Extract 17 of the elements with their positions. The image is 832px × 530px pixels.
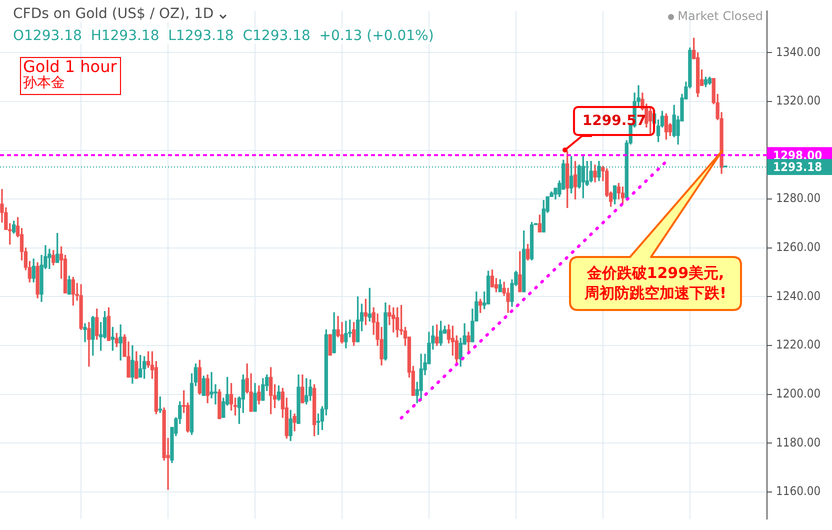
text: O1293.18 H1293.18 L1293.18 C1293.18 +0.13 (+0.01%) xyxy=(13,28,434,44)
y-tick-label: 1160.00 xyxy=(776,484,821,498)
speech-bubble: 金价跌破1299美元, 周初防跳空加速下跌! xyxy=(569,150,743,312)
annotation: Gold 1 hour xyxy=(23,57,117,76)
y-tick-label: 1320.00 xyxy=(776,94,821,108)
y-tick-label: 1240.00 xyxy=(776,288,821,303)
y-tick-label: 1260.00 xyxy=(776,240,821,254)
ref-line-label: 1293.18 xyxy=(773,160,822,174)
chart-title: CFDs on Gold (US$ / OZ), 1D xyxy=(13,6,214,22)
y-tick-label: 1220.00 xyxy=(776,338,821,352)
annotation: 金价跌破1299美元, 周初防跳空加速下跌! xyxy=(584,263,728,303)
y-tick-label: 1340.00 xyxy=(776,44,821,59)
y-tick-label: 1280.00 xyxy=(776,191,821,206)
y-tick-label: 1180.00 xyxy=(776,435,821,450)
annotation: Market Closed xyxy=(678,9,763,23)
y-tick-label: 1200.00 xyxy=(776,386,821,400)
annotation: 孙本金 xyxy=(23,75,65,92)
